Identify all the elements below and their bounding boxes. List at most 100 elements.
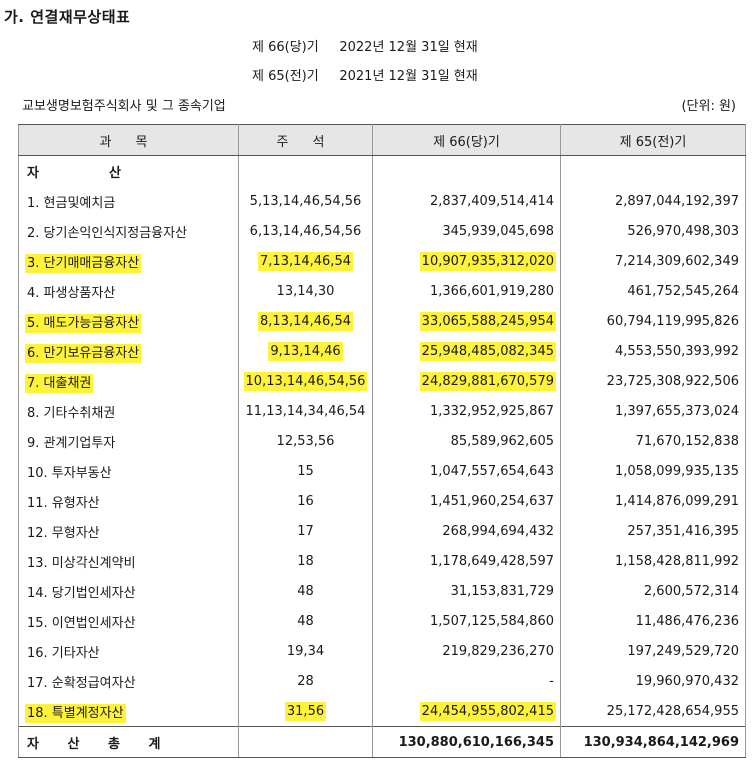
row-current-text: 10,907,935,312,020 [421, 253, 554, 269]
row-label-text: 3. 단기매매금융자산 [27, 255, 140, 271]
row-prior: 4,553,550,393,992 [560, 336, 746, 366]
table-row: 4. 파생상품자산 13,14,30 1,366,601,919,280 461,75… [18, 276, 746, 306]
row-prior: 197,249,529,720 [560, 636, 746, 666]
row-label: 17. 순확정급여자산 [18, 666, 239, 696]
table-row: 10. 투자부동산 15 1,047,557,654,643 1,058,099,93… [18, 456, 746, 486]
row-label: 2. 당기손익인식지정금융자산 [18, 216, 239, 246]
row-label: 5. 매도가능금융자산 [18, 306, 239, 336]
row-note: 6,13,14,46,54,56 [238, 216, 373, 246]
row-label-text: 2. 당기손익인식지정금융자산 [27, 225, 188, 241]
row-label-text: 10. 투자부동산 [27, 465, 112, 481]
row-current: 24,454,955,802,415 [372, 696, 561, 727]
table-row: 14. 당기법인세자산 48 31,153,831,729 2,600,572,314 [18, 576, 746, 606]
period-prior: 제 65(전)기 2021년 12월 31일 현재 [252, 69, 478, 84]
row-label: 14. 당기법인세자산 [18, 576, 239, 606]
row-label: 3. 단기매매금융자산 [18, 246, 239, 276]
table-row: 1. 현금및예치금 5,13,14,46,54,56 2,837,409,514,4… [18, 186, 746, 216]
row-current-text: - [549, 673, 554, 689]
row-prior-text: 461,752,545,264 [627, 283, 739, 299]
table-row: 12. 무형자산 17 268,994,694,432 257,351,416,395 [18, 516, 746, 546]
row-current: 25,948,485,082,345 [372, 336, 561, 366]
row-label-text: 17. 순확정급여자산 [27, 675, 136, 691]
row-label: 18. 특별계정자산 [18, 696, 239, 727]
table-row: 15. 이연법인세자산 48 1,507,125,584,860 11,486,476… [18, 606, 746, 636]
row-note: 8,13,14,46,54 [238, 306, 373, 336]
table-header-row: 과 목 주 석 제 66(당)기 제 65(전)기 [18, 124, 746, 156]
table-row: 5. 매도가능금융자산 8,13,14,46,54 33,065,588,245,9… [18, 306, 746, 336]
table-row: 2. 당기손익인식지정금융자산 6,13,14,46,54,56 345,939,0… [18, 216, 746, 246]
row-note-text: 8,13,14,46,54 [260, 313, 351, 329]
row-note-text: 31,56 [286, 703, 325, 719]
row-note-text: 5,13,14,46,54,56 [249, 193, 362, 209]
table-row: 6. 만기보유금융자산 9,13,14,46 25,948,485,082,345 4… [18, 336, 746, 366]
row-current: 219,829,236,270 [372, 636, 561, 666]
table-row: 8. 기타수취채권 11,13,14,34,46,54 1,332,952,925,… [18, 396, 746, 426]
row-note: 19,34 [238, 636, 373, 666]
row-label-text: 16. 기타자산 [27, 645, 100, 661]
row-label-text: 1. 현금및예치금 [27, 195, 116, 211]
period-current: 제 66(당)기 2022년 12월 31일 현재 [252, 40, 478, 55]
row-label: 1. 현금및예치금 [18, 186, 239, 216]
row-current-text: 268,994,694,432 [442, 523, 554, 539]
table-row: 18. 특별계정자산 31,56 24,454,955,802,415 25,172,… [18, 696, 746, 727]
row-prior-text: 25,172,428,654,955 [606, 703, 739, 719]
row-note: 11,13,14,34,46,54 [238, 396, 373, 426]
row-current-text: 1,366,601,919,280 [429, 283, 554, 299]
total-prior: 130,934,864,142,969 [560, 726, 746, 758]
row-note: 7,13,14,46,54 [238, 246, 373, 276]
row-current-text: 1,332,952,925,867 [429, 403, 554, 419]
row-label-text: 14. 당기법인세자산 [27, 585, 136, 601]
row-prior-text: 60,794,119,995,826 [606, 313, 739, 329]
row-current-text: 33,065,588,245,954 [421, 313, 554, 329]
row-note-text: 13,14,30 [276, 283, 335, 299]
row-prior-text: 2,897,044,192,397 [614, 193, 739, 209]
row-current: 1,507,125,584,860 [372, 606, 561, 636]
row-prior-text: 7,214,309,602,349 [614, 253, 739, 269]
row-current-text: 25,948,485,082,345 [421, 343, 554, 359]
row-label-text: 18. 특별계정자산 [27, 705, 124, 721]
row-prior-text: 1,414,876,099,291 [614, 493, 739, 509]
row-prior: 1,397,655,373,024 [560, 396, 746, 426]
table-row: 9. 관계기업투자 12,53,56 85,589,962,605 71,670,15… [18, 426, 746, 456]
table-row: 11. 유형자산 16 1,451,960,254,637 1,414,876,099… [18, 486, 746, 516]
row-prior: 1,158,428,811,992 [560, 546, 746, 576]
row-current: 1,178,649,428,597 [372, 546, 561, 576]
row-prior: 526,970,498,303 [560, 216, 746, 246]
row-current-text: 345,939,045,698 [442, 223, 554, 239]
row-note: 12,53,56 [238, 426, 373, 456]
row-current-text: 24,829,881,670,579 [421, 373, 554, 389]
row-label: 16. 기타자산 [18, 636, 239, 666]
row-label: 12. 무형자산 [18, 516, 239, 546]
row-prior-text: 23,725,308,922,506 [606, 373, 739, 389]
row-prior-text: 197,249,529,720 [627, 643, 739, 659]
row-note-text: 6,13,14,46,54,56 [249, 223, 362, 239]
row-note-text: 9,13,14,46 [270, 343, 341, 359]
row-current-text: 219,829,236,270 [442, 643, 554, 659]
row-label-text: 8. 기타수취채권 [27, 405, 116, 421]
row-prior: 25,172,428,654,955 [560, 696, 746, 727]
row-label-text: 7. 대출채권 [27, 375, 92, 391]
row-prior-text: 71,670,152,838 [635, 433, 739, 449]
row-label: 10. 투자부동산 [18, 456, 239, 486]
row-label: 6. 만기보유금융자산 [18, 336, 239, 366]
row-prior-text: 1,058,099,935,135 [614, 463, 739, 479]
row-current: 345,939,045,698 [372, 216, 561, 246]
row-prior: 1,414,876,099,291 [560, 486, 746, 516]
row-prior: 60,794,119,995,826 [560, 306, 746, 336]
header-prior-period: 제 65(전)기 [560, 124, 746, 156]
row-label-text: 6. 만기보유금융자산 [27, 345, 140, 361]
row-note-text: 16 [297, 493, 314, 509]
total-current: 130,880,610,166,345 [372, 726, 561, 758]
row-current: 85,589,962,605 [372, 426, 561, 456]
row-current: 1,047,557,654,643 [372, 456, 561, 486]
row-note-text: 12,53,56 [276, 433, 335, 449]
header-current-period: 제 66(당)기 [372, 124, 561, 156]
row-note-text: 7,13,14,46,54 [260, 253, 351, 269]
row-label: 11. 유형자산 [18, 486, 239, 516]
table-row: 7. 대출채권 10,13,14,46,54,56 24,829,881,670,5… [18, 366, 746, 396]
row-current: 10,907,935,312,020 [372, 246, 561, 276]
row-current-text: 1,047,557,654,643 [429, 463, 554, 479]
row-note: 10,13,14,46,54,56 [238, 366, 373, 396]
row-note: 9,13,14,46 [238, 336, 373, 366]
row-label-text: 13. 미상각신계약비 [27, 555, 136, 571]
